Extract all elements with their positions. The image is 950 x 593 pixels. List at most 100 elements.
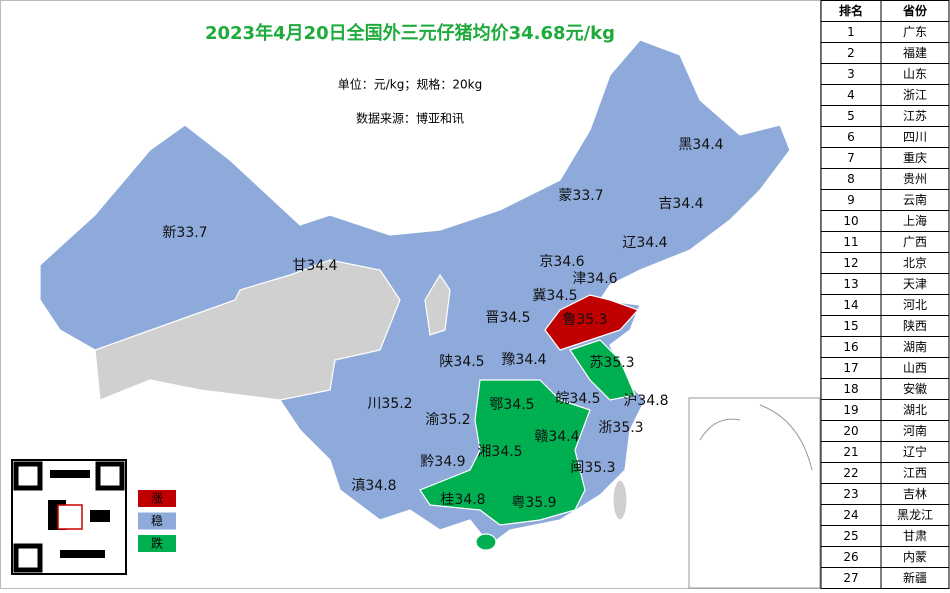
table-cell: 15 — [843, 319, 858, 333]
table-cell: 16 — [843, 340, 858, 354]
legend-label: 稳 — [151, 513, 163, 528]
source: 数据来源：博亚和讯 — [356, 111, 464, 126]
province-label: 鲁35.3 — [562, 312, 607, 328]
table-cell: 4 — [847, 88, 855, 102]
table-cell: 黑龙江 — [897, 508, 933, 522]
table-cell: 13 — [843, 277, 858, 291]
province-label: 冀34.5 — [532, 288, 577, 304]
table-cell: 14 — [843, 298, 858, 312]
table-cell: 27 — [843, 571, 858, 585]
island — [612, 479, 628, 521]
province-label: 滇34.8 — [351, 478, 396, 494]
province-label: 桂34.8 — [440, 492, 485, 508]
table-cell: 新疆 — [903, 570, 927, 585]
inset-map — [688, 397, 821, 589]
table-cell: 21 — [843, 445, 858, 459]
legend-swatch — [138, 490, 176, 507]
table-cell: 6 — [847, 130, 855, 144]
province-label: 黑34.4 — [678, 137, 723, 153]
table-cell: 安徽 — [903, 381, 927, 396]
table-cell: 山西 — [903, 361, 927, 375]
table-cell: 河南 — [903, 423, 927, 438]
table-cell: 甘肃 — [903, 529, 927, 543]
table-cell: 山东 — [903, 67, 927, 81]
region-fall — [569, 339, 636, 401]
island — [475, 533, 497, 551]
table-cell: 1 — [847, 25, 855, 39]
province-label: 甘34.4 — [292, 258, 337, 274]
table-cell: 18 — [843, 382, 858, 396]
province-label: 新33.7 — [162, 225, 207, 241]
province-label: 蒙33.7 — [558, 188, 603, 204]
title: 2023年4月20日全国外三元仔猪均价34.68元/kg — [205, 22, 615, 44]
province-label: 川35.2 — [367, 396, 412, 412]
legend-swatch — [138, 512, 176, 530]
ranking-table: 排名 省份 1 广东 2 福建 3 山东 4 浙江 5 江苏 6 四川 7 重庆 8 贵州 9 云南 10 上海 11 广西 1… — [820, 0, 950, 589]
province-label: 皖34.5 — [555, 391, 600, 407]
legend-swatch — [138, 535, 176, 552]
table-cell: 17 — [843, 361, 858, 375]
table-cell: 湖北 — [903, 402, 927, 417]
table-cell: 广西 — [903, 235, 927, 249]
province-label: 渝35.2 — [425, 412, 470, 428]
table-cell: 江苏 — [903, 109, 927, 123]
table-cell: 23 — [843, 487, 858, 501]
province-label: 赣34.4 — [534, 429, 579, 445]
table-cell: 福建 — [903, 45, 927, 60]
map-labels: 黑34.4 蒙33.7 吉34.4 新33.7 辽34.4 甘34.4 京34.6津34.6… — [162, 137, 723, 511]
table-cell: 20 — [843, 424, 858, 438]
table-cell: 2 — [847, 46, 855, 60]
table-cell: 19 — [843, 403, 858, 417]
table-cell: 辽宁 — [903, 444, 927, 459]
table-cell: 5 — [847, 109, 855, 123]
province-label: 粤35.9 — [511, 495, 556, 511]
legend-label: 涨 — [151, 491, 163, 506]
table-cell: 上海 — [903, 213, 927, 228]
province-label: 陕34.5 — [439, 354, 484, 370]
region-fall — [419, 379, 591, 526]
table-cell: 广东 — [903, 25, 927, 39]
inset-coast — [699, 404, 813, 471]
province-label: 沪34.8 — [623, 393, 668, 409]
region-nodata — [94, 259, 401, 401]
qr-code — [11, 459, 127, 575]
province-label: 豫34.4 — [501, 352, 546, 368]
province-label: 湘34.5 — [477, 444, 522, 460]
table-cell: 11 — [843, 235, 858, 249]
legend-label: 跌 — [151, 536, 163, 551]
table-header: 省份 — [902, 3, 928, 18]
table-cell: 24 — [843, 508, 858, 522]
table-cell: 10 — [843, 214, 858, 228]
table-cell: 吉林 — [903, 487, 927, 501]
table-cell: 湖南 — [903, 339, 927, 354]
table-cell: 浙江 — [903, 88, 927, 102]
table-header: 排名 — [839, 3, 863, 18]
legend: 涨稳跌 — [138, 490, 176, 552]
region-rise — [544, 294, 640, 351]
region-nodata — [424, 273, 451, 336]
table-cell: 26 — [843, 550, 858, 564]
province-label: 浙35.3 — [598, 420, 643, 436]
province-label: 京34.6 — [539, 254, 584, 270]
table-cell: 贵州 — [903, 172, 927, 186]
unit-note: 单位：元/kg；规格：20kg — [338, 77, 482, 92]
table-cell: 9 — [847, 193, 855, 207]
table-cell: 内蒙 — [903, 550, 927, 564]
table-cell: 25 — [843, 529, 858, 543]
table-cell: 12 — [843, 256, 858, 270]
table-cell: 江西 — [903, 466, 927, 480]
table-cell: 陕西 — [903, 318, 927, 333]
region-stable — [39, 39, 791, 546]
table-cell: 22 — [843, 466, 858, 480]
table-cell: 重庆 — [903, 151, 927, 165]
table-cell: 云南 — [903, 192, 927, 207]
table-cell: 7 — [847, 151, 855, 165]
table-cell: 天津 — [903, 277, 927, 291]
province-label: 吉34.4 — [658, 196, 703, 212]
province-label: 闽35.3 — [570, 460, 615, 476]
table-cell: 3 — [847, 67, 855, 81]
province-label: 辽34.4 — [622, 235, 667, 251]
province-label: 苏35.3 — [589, 355, 634, 371]
map — [39, 39, 791, 551]
